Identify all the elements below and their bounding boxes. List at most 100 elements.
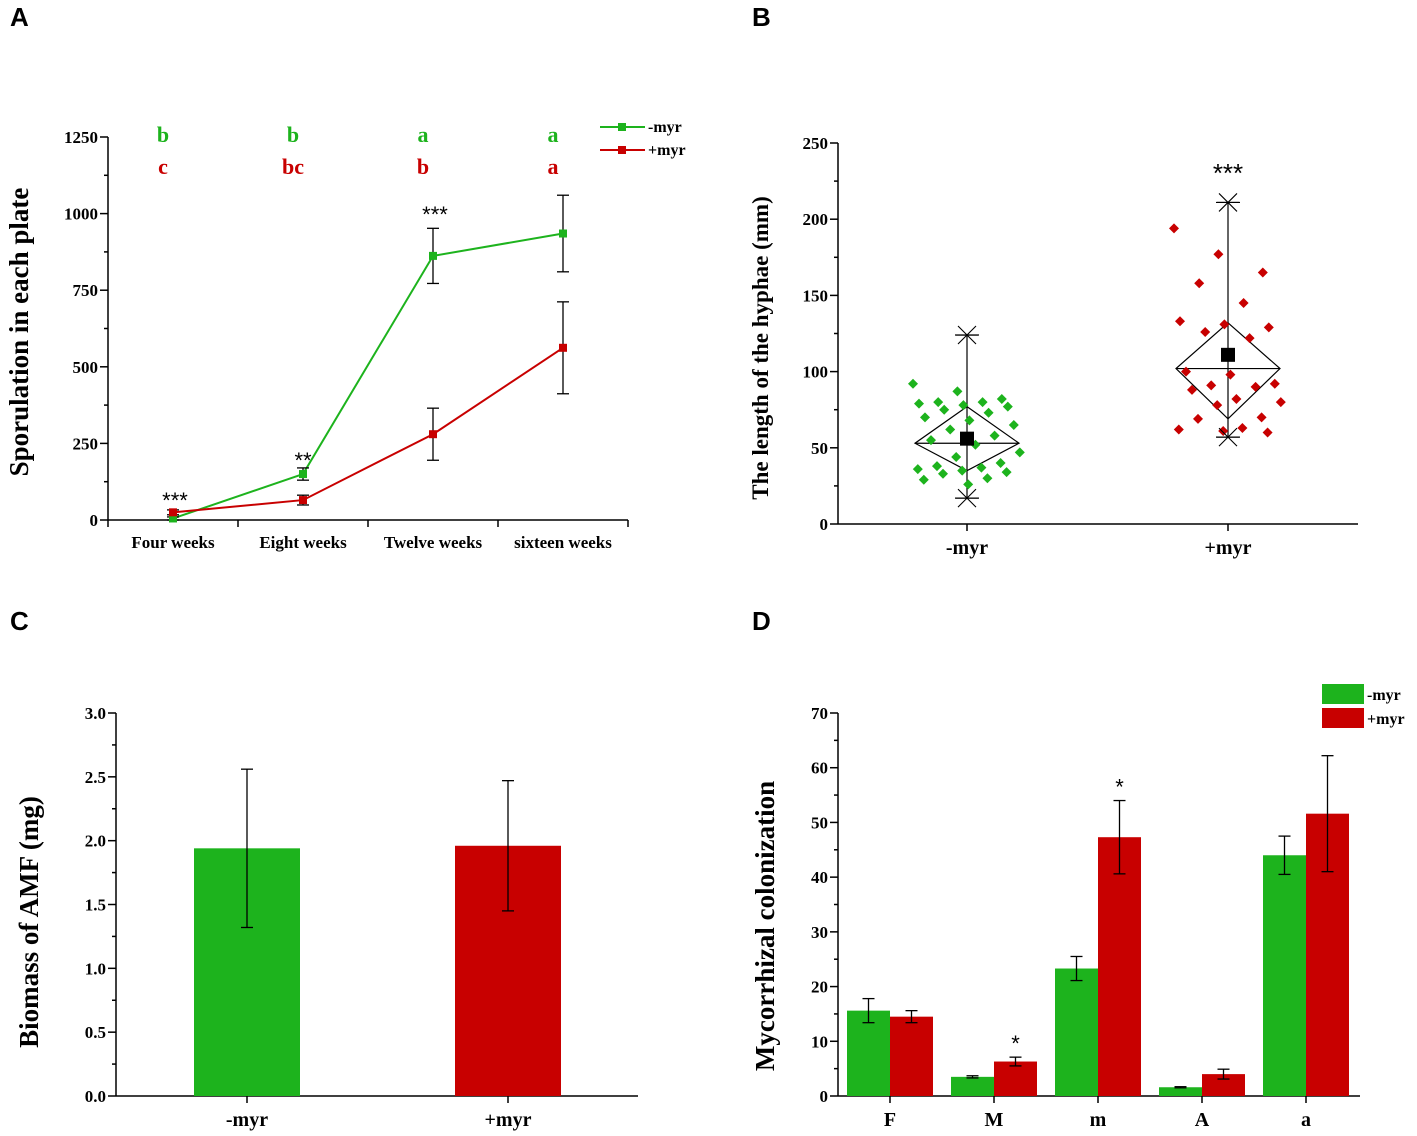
panel-d-legend-swatch xyxy=(1322,708,1364,728)
panel-d-legend-swatch xyxy=(1322,684,1364,704)
panel-b-data-point--myr xyxy=(964,415,975,426)
panel-d-significance-mark: * xyxy=(1115,775,1124,800)
panel-b-data-point-+myr xyxy=(1169,223,1179,234)
panel-d-bar-+myr-A xyxy=(1202,1074,1245,1096)
panel-c-y-tick-label: 1.5 xyxy=(85,896,106,915)
panel-letter-d: D xyxy=(752,606,771,636)
panel-d-legend-label: +myr xyxy=(1367,711,1405,728)
panel-d-y-tick-label: 50 xyxy=(811,813,828,832)
panel-a-significance-mark: *** xyxy=(162,488,188,513)
panel-d-x-tick-label: m xyxy=(1090,1109,1107,1131)
panel-b-data-point--myr xyxy=(945,424,956,435)
panel-d-y-tick-label: 30 xyxy=(811,923,828,942)
panel-a-significance-mark: *** xyxy=(422,202,448,227)
panel-b-y-tick-label: 50 xyxy=(811,439,828,458)
panel-b-data-point--myr xyxy=(976,462,987,473)
panel-d-bar-+myr-m xyxy=(1098,837,1141,1096)
panel-b-y-tick-label: 100 xyxy=(803,363,829,382)
panel-b-data-point--myr xyxy=(995,458,1006,469)
panel-a-x-tick-label: Twelve weeks xyxy=(384,533,483,552)
panel-d-bar--myr-F xyxy=(847,1010,890,1096)
panel-b-data-point-+myr xyxy=(1231,394,1242,405)
panel-b-data-point-+myr xyxy=(1187,384,1197,395)
panel-b-data-point-+myr xyxy=(1225,369,1236,380)
panel-b-data-point-+myr xyxy=(1173,424,1184,435)
panel-b-y-tick-label: 150 xyxy=(803,286,829,305)
panel-a-y-tick-label: 750 xyxy=(73,281,99,300)
panel-b-data-point-+myr xyxy=(1244,333,1255,344)
panel-b-data-point-+myr xyxy=(1263,322,1274,333)
panel-b-data-point--myr xyxy=(982,473,993,484)
panel-a-group-letter-+myr: b xyxy=(417,154,429,179)
panel-a-series-line--myr xyxy=(172,232,564,520)
panel-b-data-point--myr xyxy=(977,397,988,408)
panel-a-legend-marker xyxy=(618,123,626,131)
panel-b-data-point--myr xyxy=(908,378,918,389)
panel-b-x-tick-label: +myr xyxy=(1205,537,1252,559)
panel-b-y-axis-label: The length of the hyphae (mm) xyxy=(748,196,773,499)
panel-b-data-point--myr xyxy=(963,479,974,490)
panel-d-bar--myr-A xyxy=(1159,1087,1202,1096)
panel-a-y-tick-label: 0 xyxy=(90,511,99,530)
panel-a-line-chart: Sporulation in each plate 0 250 500 750 1000… xyxy=(4,119,686,552)
panel-a-legend-label: -myr xyxy=(648,119,682,136)
panel-a-point-+myr xyxy=(559,343,567,352)
panel-b-data-point-+myr xyxy=(1219,319,1230,330)
panel-d-y-tick-label: 0 xyxy=(820,1087,829,1106)
panel-a-group-letter--myr: b xyxy=(157,122,169,147)
panel-a-group-letter--myr: a xyxy=(548,122,559,147)
panel-a-legend-marker xyxy=(618,146,626,154)
panel-b-data-point--myr xyxy=(1008,419,1019,430)
panel-a-series-line-+myr xyxy=(172,346,564,514)
panel-a-x-tick-label: Eight weeks xyxy=(259,533,347,552)
panel-b-data-point--myr xyxy=(989,430,1000,441)
panel-d-bar-+myr-M xyxy=(994,1061,1037,1096)
panel-b-data-point--myr xyxy=(918,474,929,485)
panel-d-bar--myr-M xyxy=(951,1076,994,1096)
panel-b-extreme-marker xyxy=(956,325,978,345)
panel-b-data-point-+myr xyxy=(1194,278,1205,289)
panel-a-y-tick-label: 500 xyxy=(73,358,99,377)
panel-b-extreme-marker xyxy=(956,488,978,508)
panel-d-x-tick-label: A xyxy=(1195,1109,1210,1131)
panel-letter-c: C xyxy=(10,606,29,636)
panel-c-y-tick-label: 0.5 xyxy=(85,1023,106,1042)
panel-b-data-point-+myr xyxy=(1257,267,1268,278)
panel-b-data-point--myr xyxy=(1014,447,1025,458)
panel-c-y-tick-label: 2.5 xyxy=(85,768,106,787)
panel-a-point-+myr xyxy=(169,508,177,517)
panel-d-y-axis-label: Mycorrhizal colonization xyxy=(750,781,780,1071)
panel-d-y-tick-label: 40 xyxy=(811,868,828,887)
panel-a-point--myr xyxy=(429,251,437,260)
panel-a-group-letter-+myr: bc xyxy=(282,154,304,179)
panel-b-data-point--myr xyxy=(996,394,1007,405)
panel-d-bar-chart: Mycorrhizal colonization 0 10 20 30 40 50 60 70… xyxy=(750,684,1405,1131)
panel-b-data-point--myr xyxy=(958,400,969,411)
panel-d-bar--myr-m xyxy=(1055,968,1098,1096)
panel-b-data-point--myr xyxy=(983,407,994,418)
panel-b-data-point-+myr xyxy=(1212,400,1223,411)
panel-a-group-letter-+myr: c xyxy=(158,154,168,179)
panel-d-legend-label: -myr xyxy=(1367,687,1401,704)
panel-d-y-tick-label: 60 xyxy=(811,759,828,778)
panel-b-data-point-+myr xyxy=(1181,366,1191,377)
panel-d-bar--myr-a xyxy=(1263,855,1306,1096)
panel-b-data-point--myr xyxy=(952,386,963,397)
panel-a-x-tick-label: sixteen weeks xyxy=(514,533,612,552)
panel-b-mean-marker xyxy=(1221,347,1235,362)
panel-b-data-point-+myr xyxy=(1238,298,1249,309)
panel-a-x-tick-label: Four weeks xyxy=(131,533,215,552)
panel-d-bar-+myr-F xyxy=(890,1016,933,1096)
panel-b-data-point--myr xyxy=(912,464,923,475)
panel-a-y-tick-label: 1000 xyxy=(64,205,98,224)
panel-b-data-point-+myr xyxy=(1237,422,1248,433)
panel-b-data-point-+myr xyxy=(1213,249,1224,260)
panel-a-group-letter-+myr: a xyxy=(548,154,559,179)
panel-b-data-point-+myr xyxy=(1200,326,1211,337)
panel-letter-a: A xyxy=(10,2,29,32)
panel-b-data-point-+myr xyxy=(1218,426,1229,437)
panel-a-y-tick-label: 1250 xyxy=(64,128,98,147)
panel-b-data-point--myr xyxy=(938,468,948,479)
panel-b-y-tick-label: 250 xyxy=(803,134,829,153)
panel-b-data-point--myr xyxy=(920,412,930,423)
